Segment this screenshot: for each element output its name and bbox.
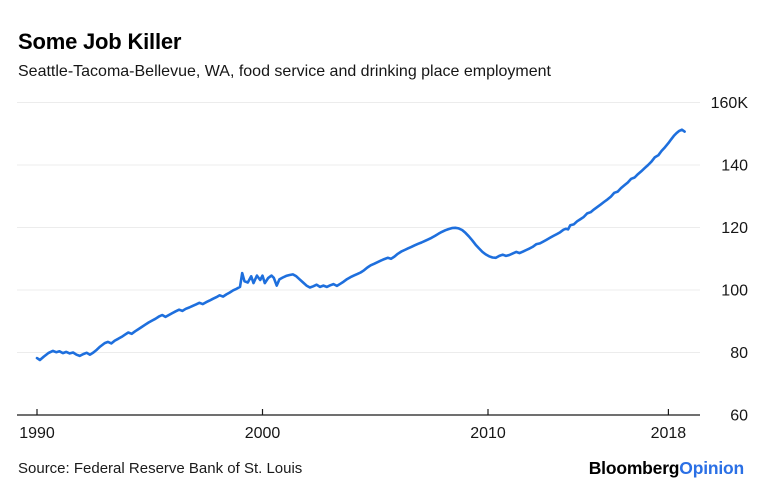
x-tick-label: 2010 <box>470 425 506 442</box>
x-tick-label: 2018 <box>651 425 687 442</box>
employment-series-line <box>35 128 686 362</box>
y-tick-label: 80 <box>730 345 748 362</box>
y-tick-label: 100 <box>721 283 748 300</box>
y-tick-label: 120 <box>721 220 748 237</box>
logo-bloomberg: Bloomberg <box>588 458 680 478</box>
y-tick-label: 160K <box>711 95 749 112</box>
y-tick-label: 60 <box>730 408 748 425</box>
source-note: Source: Federal Reserve Bank of St. Loui… <box>18 460 303 477</box>
chart-title: Some Job Killer <box>18 28 182 54</box>
y-tick-label: 140 <box>721 158 748 175</box>
logo-opinion: Opinion <box>679 458 744 478</box>
bloomberg-opinion-logo: BloombergOpinion <box>589 458 744 479</box>
x-tick-label: 1990 <box>19 425 55 442</box>
chart-subtitle: Seattle-Tacoma-Bellevue, WA, food servic… <box>18 63 551 80</box>
x-tick-label: 2000 <box>245 425 281 442</box>
